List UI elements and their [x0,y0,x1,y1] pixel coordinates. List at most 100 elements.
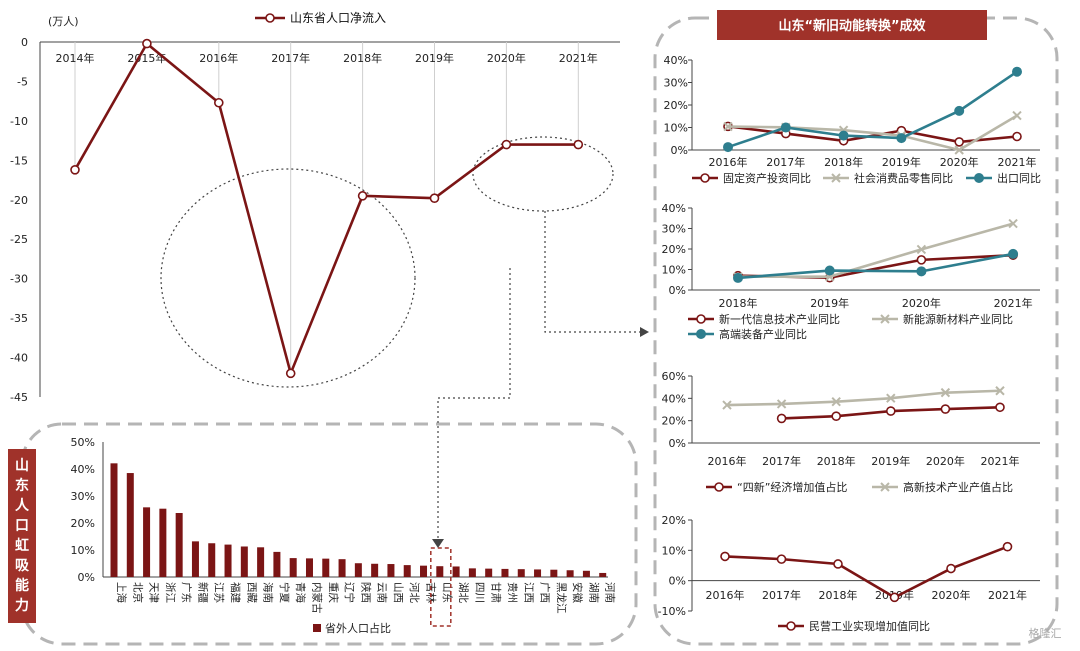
bar-y-tick-label: 10% [71,544,95,557]
bar [387,564,395,577]
bar-category-label: 海南 [262,582,275,603]
series-point [889,592,900,603]
y-tick-label: 30% [662,223,686,236]
series-point [1008,248,1019,259]
y-tick-label: 10% [662,264,686,277]
main-y-tick-label: -45 [10,391,28,404]
right-panel-charts: 0% 10% 20% 30% 40% 2016年 2017年 2018年 2019年 2020年 2… [658,54,1041,633]
series-line [724,545,1008,599]
bar-category-label: 贵州 [506,582,519,603]
bar-category-label: 山东 [441,582,454,603]
bar-category-label: 湖南 [587,582,600,603]
main-x-tick-label: 2015年 [127,51,166,65]
bar-category-label: 河南 [604,582,617,603]
main-net-inflow-chart: 0 -5 -10 -15 -20 -25 -30 -35 -40 -45 2014年 2015年 201… [10,13,649,548]
bar [305,558,313,577]
bar [501,568,509,577]
bar-legend-label: 省外人口占比 [325,621,391,635]
series-point [776,399,787,409]
bar-category-label: 宁夏 [278,582,291,603]
main-series-point [285,368,296,379]
bar-category-label: 内蒙古 [310,582,323,614]
highlight-box-shandong [430,547,452,627]
series-point [833,559,843,569]
right-chart-2: 0% 10% 20% 30% 40% 2018年 2019年 2020年 2021年新一代信息技… [662,202,1040,341]
x-tick-label: 2019年 [882,155,921,169]
bar [582,570,590,577]
side-title-char: 东 [15,477,29,494]
series-point [1012,110,1022,121]
y-tick-label: 20% [664,99,688,112]
bar [126,473,134,577]
legend-label: 高新技术产业产值占比 [903,480,1013,494]
main-y-tick-label: 0 [21,36,28,49]
bar-category-label: 重庆 [327,582,340,603]
legend-marker [974,173,984,183]
bar [566,570,574,577]
bar-category-label: 黑龙江 [555,582,568,614]
x-tick-label: 2016年 [708,454,747,468]
main-x-tick-label: 2020年 [487,51,526,65]
x-tick-label: 2020年 [902,296,941,310]
side-title-char: 山 [15,458,29,474]
bar [191,541,199,577]
series-point [916,255,927,265]
series-point [995,386,1005,396]
bar [143,507,151,577]
legend-label: 固定资产投资同比 [723,171,811,185]
bar [403,565,411,577]
bar-category-label: 云南 [376,582,389,603]
side-title-char: 力 [15,597,29,614]
side-title-char: 人 [15,497,30,514]
series-point [1012,131,1022,142]
series-point [723,121,733,132]
x-tick-label: 2016年 [709,155,748,169]
bar-category-label: 山西 [392,582,404,603]
legend-label: “四新”经济增加值占比 [737,480,847,494]
side-title-char: 能 [15,577,29,594]
bar-y-tick-label: 40% [71,463,95,476]
right-chart-1: 0% 10% 20% 30% 40% 2016年 2017年 2018年 2019年 2020年 2… [664,54,1041,185]
legend-label: 出口同比 [997,171,1041,185]
bar-category-label: 福建 [229,582,242,603]
x-tick-label: 2021年 [998,155,1037,169]
right-panel-title: 山东“新旧动能转换”成效 [778,18,926,34]
bar [534,569,542,577]
connector-arrowhead-down [432,539,444,548]
series-point [995,402,1005,413]
y-tick-label: 0% [669,284,686,297]
series-point [723,142,733,153]
series-point [940,404,951,414]
bar [289,558,297,577]
main-y-tick-label: -20 [10,194,28,207]
main-unit-label: (万人) [48,15,79,28]
bar [550,569,558,577]
main-y-tick-label: -5 [17,75,28,88]
bar [517,569,525,577]
side-title-char: 虹 [15,538,29,554]
bar-category-label: 浙江 [164,582,176,603]
bar-category-label: 甘肃 [490,582,503,603]
series-line [726,389,1001,407]
bar-category-label: 江西 [522,582,534,603]
main-series-point [214,97,224,108]
bar [599,572,607,577]
series-line [737,252,1014,280]
y-tick-label: 20% [662,415,686,428]
series-point [885,406,896,416]
series-line [738,222,1014,278]
bar-category-label: 江苏 [213,582,226,603]
main-x-tick-label: 2014年 [56,51,95,65]
series-point [916,244,927,255]
bar-category-label: 青海 [294,582,307,603]
side-title-box [8,449,36,623]
legend-label: 社会消费品零售同比 [854,171,953,185]
right-chart-4: 20%10%0%-10%2016年2017年2018年2019年2020年202… [658,514,1040,633]
bar-category-label: 河北 [408,582,420,603]
main-y-tick-label: -30 [10,273,28,286]
y-tick-label: 10% [664,122,688,135]
series-point [954,137,965,147]
y-tick-label: 20% [662,514,686,527]
main-y-tick-label: -25 [10,233,28,246]
x-tick-label: 2019年 [810,296,849,310]
